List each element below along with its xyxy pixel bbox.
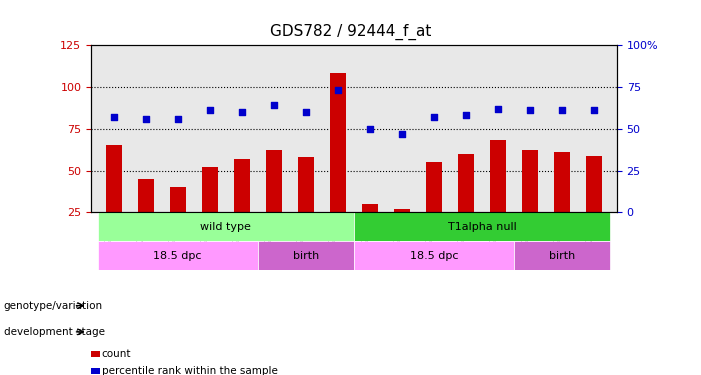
- Bar: [394, 209, 410, 254]
- Bar: [137, 179, 154, 254]
- FancyBboxPatch shape: [354, 241, 515, 270]
- Point: [557, 107, 568, 113]
- Bar: [522, 150, 538, 254]
- Text: development stage: development stage: [4, 327, 104, 337]
- Point: [236, 109, 247, 115]
- Text: percentile rank within the sample: percentile rank within the sample: [102, 366, 278, 375]
- Bar: [362, 204, 378, 254]
- Point: [397, 131, 408, 137]
- Bar: [458, 154, 474, 254]
- Point: [493, 106, 504, 112]
- Point: [204, 107, 215, 113]
- Point: [268, 102, 280, 108]
- Bar: [298, 157, 314, 254]
- Text: genotype/variation: genotype/variation: [4, 301, 102, 310]
- FancyBboxPatch shape: [97, 213, 354, 241]
- Text: T1alpha null: T1alpha null: [448, 222, 517, 232]
- Text: 18.5 dpc: 18.5 dpc: [154, 251, 202, 261]
- Point: [365, 126, 376, 132]
- Bar: [426, 162, 442, 254]
- Point: [589, 107, 600, 113]
- Point: [461, 112, 472, 118]
- FancyBboxPatch shape: [515, 241, 611, 270]
- Text: count: count: [102, 350, 131, 359]
- Text: birth: birth: [293, 251, 319, 261]
- FancyBboxPatch shape: [354, 213, 611, 241]
- Point: [525, 107, 536, 113]
- Bar: [490, 141, 506, 254]
- Bar: [106, 146, 121, 254]
- Bar: [587, 156, 602, 254]
- FancyBboxPatch shape: [258, 241, 354, 270]
- Text: 18.5 dpc: 18.5 dpc: [410, 251, 458, 261]
- Bar: [234, 159, 250, 254]
- Bar: [202, 167, 218, 254]
- Point: [140, 116, 151, 122]
- Text: wild type: wild type: [200, 222, 251, 232]
- Bar: [266, 150, 282, 254]
- Point: [108, 114, 119, 120]
- Point: [172, 116, 183, 122]
- Bar: [170, 188, 186, 254]
- Bar: [554, 152, 571, 254]
- FancyBboxPatch shape: [97, 241, 258, 270]
- Point: [332, 87, 343, 93]
- Text: birth: birth: [550, 251, 576, 261]
- Point: [300, 109, 311, 115]
- Text: GDS782 / 92444_f_at: GDS782 / 92444_f_at: [270, 24, 431, 40]
- Point: [428, 114, 440, 120]
- Bar: [330, 74, 346, 254]
